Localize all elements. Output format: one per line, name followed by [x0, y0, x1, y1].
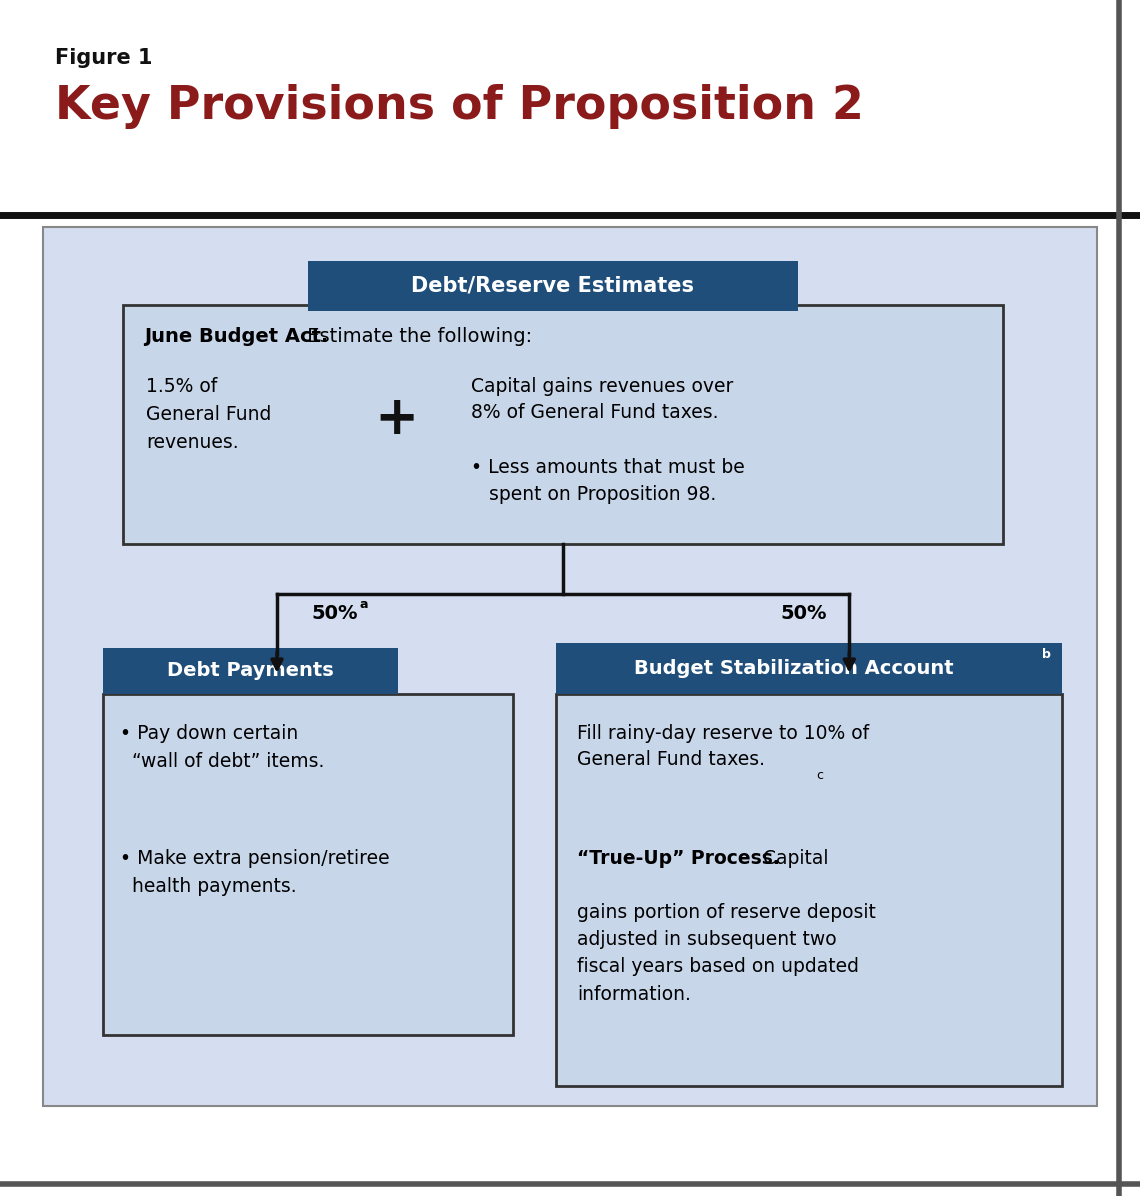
FancyBboxPatch shape — [103, 694, 513, 1035]
Text: Budget Stabilization Account: Budget Stabilization Account — [634, 659, 954, 678]
Text: Estimate the following:: Estimate the following: — [301, 327, 532, 346]
FancyBboxPatch shape — [103, 648, 398, 694]
Text: b: b — [1042, 648, 1051, 661]
FancyBboxPatch shape — [556, 643, 1062, 694]
Text: Debt Payments: Debt Payments — [166, 661, 334, 681]
FancyBboxPatch shape — [556, 694, 1062, 1086]
Text: Debt/Reserve Estimates: Debt/Reserve Estimates — [412, 276, 694, 295]
Text: Capital gains revenues over
8% of General Fund taxes.: Capital gains revenues over 8% of Genera… — [471, 377, 733, 422]
Text: +: + — [375, 392, 418, 445]
Text: Key Provisions of Proposition 2: Key Provisions of Proposition 2 — [55, 84, 864, 129]
Text: 50%: 50% — [311, 604, 358, 623]
Text: • Make extra pension/retiree
  health payments.: • Make extra pension/retiree health paym… — [120, 849, 390, 896]
Text: 50%: 50% — [781, 604, 828, 623]
Text: a: a — [359, 598, 367, 611]
Text: Fill rainy-day reserve to 10% of
General Fund taxes.: Fill rainy-day reserve to 10% of General… — [577, 724, 869, 769]
Text: 1.5% of
General Fund
revenues.: 1.5% of General Fund revenues. — [146, 377, 271, 452]
FancyBboxPatch shape — [123, 305, 1003, 544]
Text: Capital: Capital — [757, 849, 829, 868]
Text: Figure 1: Figure 1 — [55, 48, 153, 68]
Text: • Pay down certain
  “wall of debt” items.: • Pay down certain “wall of debt” items. — [120, 724, 324, 770]
Text: gains portion of reserve deposit
adjusted in subsequent two
fiscal years based o: gains portion of reserve deposit adjuste… — [577, 903, 876, 1003]
Text: “True-Up” Process.: “True-Up” Process. — [577, 849, 780, 868]
FancyBboxPatch shape — [308, 261, 798, 311]
Text: • Less amounts that must be
   spent on Proposition 98.: • Less amounts that must be spent on Pro… — [471, 458, 744, 504]
Text: c: c — [816, 769, 823, 782]
Text: June Budget Act.: June Budget Act. — [144, 327, 328, 346]
FancyBboxPatch shape — [43, 227, 1097, 1106]
